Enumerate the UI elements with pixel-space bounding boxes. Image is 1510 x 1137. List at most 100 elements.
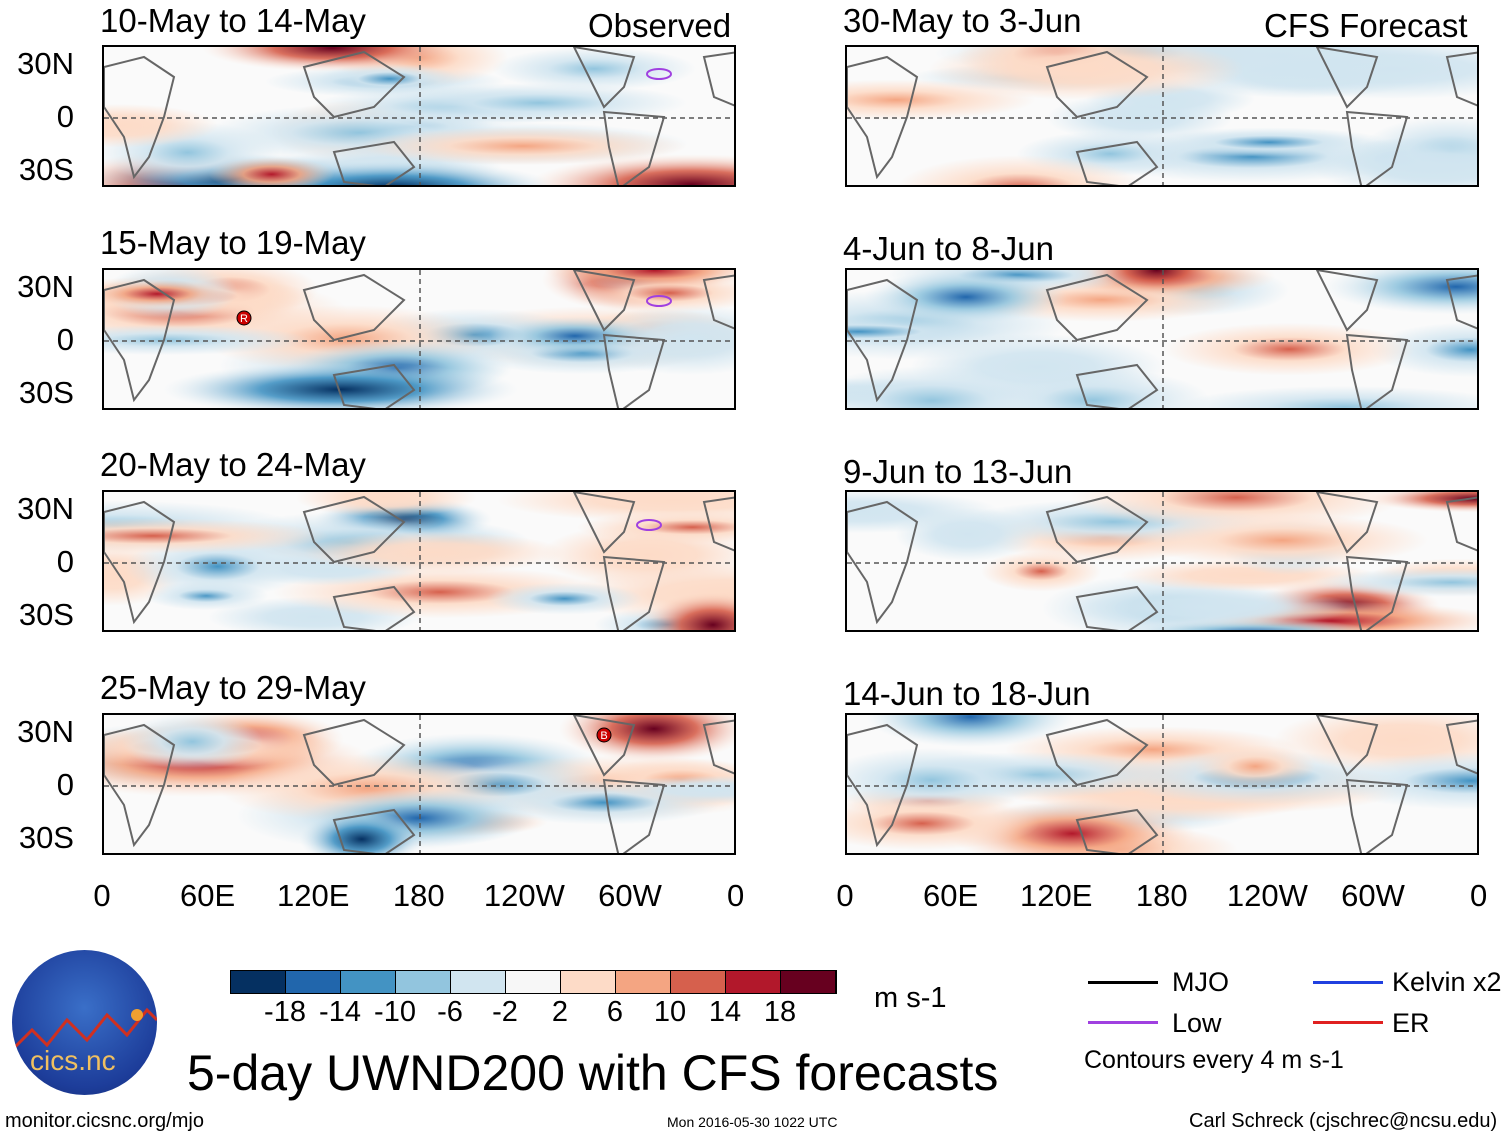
x-tick-label: 60W xyxy=(1341,878,1405,913)
map-panel: B xyxy=(102,713,736,855)
colorbar-label: -14 xyxy=(319,996,361,1028)
coastline xyxy=(1045,718,1149,787)
colorbar-label: -10 xyxy=(374,996,416,1028)
colorbar-label: -6 xyxy=(437,996,463,1028)
coastline xyxy=(1345,333,1409,408)
y-tick-label: 30S xyxy=(18,820,74,855)
coastline xyxy=(104,500,176,625)
map-panel xyxy=(102,490,736,632)
wind-anomaly-blob xyxy=(299,811,424,853)
panel-title: 4-Jun to 8-Jun xyxy=(843,230,1054,267)
map-panel xyxy=(845,713,1479,855)
y-tick-label: 30S xyxy=(18,597,74,632)
wind-anomaly-blob xyxy=(847,796,1040,851)
map-panel xyxy=(845,490,1479,632)
coastline xyxy=(332,363,416,408)
cfs-forecast-label: CFS Forecast xyxy=(1264,7,1468,44)
coastline xyxy=(332,808,416,853)
panel-title: 15-May to 19-May xyxy=(100,224,366,261)
coastline xyxy=(1075,808,1159,853)
wind-anomaly-blob xyxy=(104,324,312,356)
wind-anomaly-blob xyxy=(491,47,697,91)
colorbar-label: 2 xyxy=(551,996,569,1028)
x-tick-label: 60W xyxy=(598,878,662,913)
colorbar-label: 14 xyxy=(708,996,742,1028)
coastline xyxy=(572,492,636,554)
storm-marker xyxy=(596,727,612,743)
coastline xyxy=(1345,555,1409,630)
colorbar-swatch xyxy=(781,971,836,993)
wind-anomaly-blob xyxy=(1323,751,1477,810)
coastline xyxy=(702,274,734,330)
wind-anomaly-blob xyxy=(1323,270,1477,315)
colorbar-units: m s-1 xyxy=(874,982,947,1014)
colorbar-label: 18 xyxy=(763,996,797,1028)
low-contour xyxy=(646,295,672,307)
colorbar-swatch xyxy=(231,971,286,993)
er-line-swatch xyxy=(1313,1021,1383,1024)
wind-anomaly-blob xyxy=(162,362,519,408)
wind-anomaly-blob xyxy=(528,154,734,185)
x-tick-label: 0 xyxy=(836,878,854,913)
coastline xyxy=(302,273,406,342)
x-tick-label: 120E xyxy=(1019,878,1093,913)
wind-anomaly-blob xyxy=(1313,136,1477,185)
wind-anomaly-blob xyxy=(1312,567,1477,597)
coastline xyxy=(302,50,406,119)
wind-anomaly-blob xyxy=(496,492,734,523)
coastline xyxy=(602,555,666,630)
panel-title: 30-May to 3-Jun xyxy=(843,2,1082,39)
coastline xyxy=(1075,585,1159,630)
coastline xyxy=(302,495,406,564)
wind-anomaly-blob xyxy=(1136,514,1429,567)
coastline xyxy=(1075,140,1159,185)
wind-anomaly-blob xyxy=(864,270,1068,324)
wind-anomaly-blob xyxy=(1066,587,1356,628)
x-tick-label: 120W xyxy=(483,878,565,913)
coastline xyxy=(602,778,666,853)
coastline xyxy=(602,110,666,185)
coastline xyxy=(104,723,176,848)
coastline xyxy=(1315,492,1379,554)
wind-anomaly-blob xyxy=(847,366,1059,408)
coastline xyxy=(847,723,919,848)
coastline xyxy=(572,47,636,109)
y-tick-label: 0 xyxy=(56,544,74,579)
x-tick-label: 60E xyxy=(180,878,236,913)
wind-anomaly-blob xyxy=(390,83,688,123)
x-tick-label: 180 xyxy=(1135,878,1188,913)
kelvin-line-swatch xyxy=(1313,981,1383,984)
footer-url[interactable]: monitor.cicsnc.org/mjo xyxy=(5,1110,204,1132)
coastline xyxy=(104,278,176,403)
map-panel xyxy=(102,45,736,187)
coastline xyxy=(104,55,176,180)
x-tick-label: 0 xyxy=(1469,878,1488,913)
colorbar-label: -18 xyxy=(264,996,306,1028)
colorbar-swatch xyxy=(451,971,506,993)
colorbar-swatch xyxy=(671,971,726,993)
coastline xyxy=(1445,274,1477,330)
coastline xyxy=(847,55,919,180)
wind-anomaly-blob xyxy=(485,582,644,615)
map-panel: R xyxy=(102,268,736,410)
y-tick-label: 30N xyxy=(17,46,74,81)
coastline xyxy=(847,278,919,403)
x-tick-label: 120W xyxy=(1226,878,1308,913)
low-line-swatch xyxy=(1088,1021,1158,1024)
wind-anomaly-blob xyxy=(896,155,1145,185)
low-contour xyxy=(636,519,662,531)
coastline xyxy=(302,718,406,787)
wind-anomaly-blob xyxy=(847,316,1001,347)
coastline xyxy=(702,719,734,775)
colorbar-label: -2 xyxy=(492,996,518,1028)
wind-anomaly-blob xyxy=(1147,127,1391,158)
low-contour xyxy=(646,68,672,80)
legend-mjo: MJO xyxy=(1172,967,1229,997)
wind-anomaly-blob xyxy=(981,550,1102,592)
coastline xyxy=(1045,50,1149,119)
coastline xyxy=(702,51,734,107)
coastline xyxy=(1075,363,1159,408)
wind-anomaly-blob xyxy=(927,47,1245,101)
coastline xyxy=(1315,47,1379,109)
wind-anomaly-blob xyxy=(104,279,232,309)
